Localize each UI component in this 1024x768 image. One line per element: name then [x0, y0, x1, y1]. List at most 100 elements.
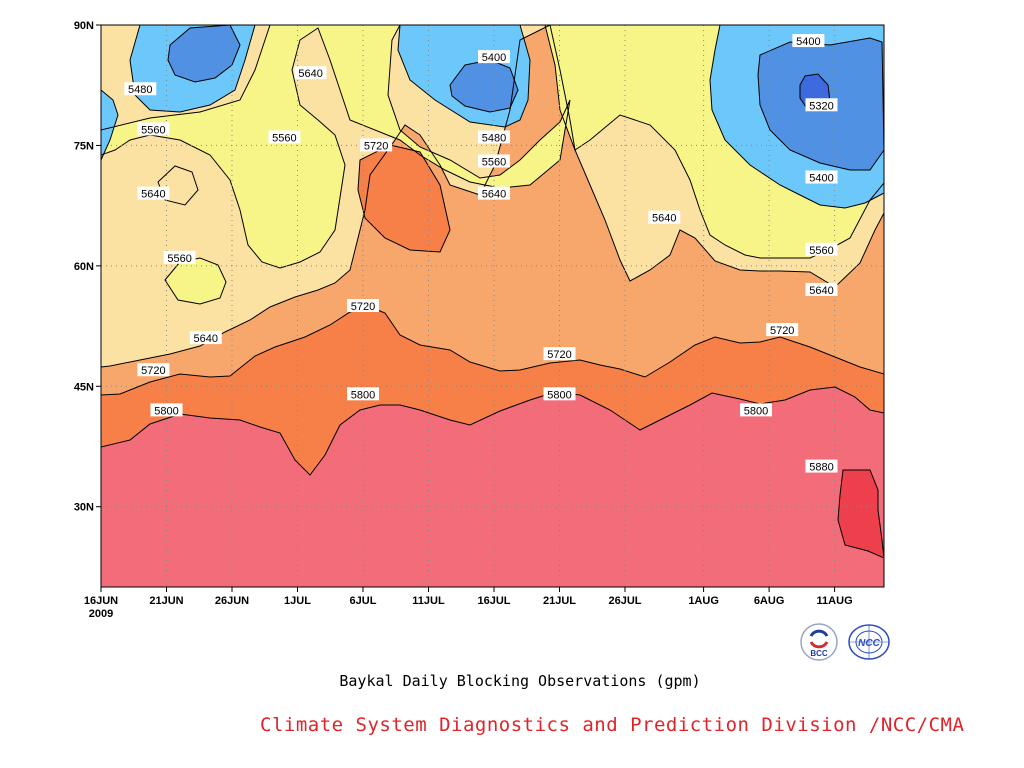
- contour-line: [101, 89, 119, 161]
- contour-label: 5400: [805, 170, 838, 185]
- contour-label: 5640: [478, 186, 510, 201]
- y-tick-label: 60N: [74, 261, 94, 273]
- svg-text:5720: 5720: [141, 365, 165, 377]
- x-tick-label: 11JUL: [412, 595, 445, 607]
- contour-line: [129, 25, 256, 113]
- contour-lines: [101, 25, 884, 559]
- svg-text:5560: 5560: [482, 156, 506, 168]
- contour-label: 5560: [163, 250, 196, 265]
- svg-text:5800: 5800: [351, 389, 375, 401]
- x-tick-label: 21JUN: [149, 595, 183, 607]
- x-tick-label: 26JUL: [608, 595, 641, 607]
- svg-text:5800: 5800: [547, 389, 571, 401]
- axes: 16JUN 21JUN 26JUN 1JUL 6JUL 11JUL 16JUL 21JUL 26…: [74, 20, 853, 620]
- filled-contours: [101, 25, 884, 587]
- svg-text:5560: 5560: [809, 245, 833, 257]
- svg-text:5640: 5640: [809, 285, 833, 297]
- contour-line: [709, 25, 884, 209]
- svg-text:5720: 5720: [351, 301, 375, 313]
- contour-label: 5640: [137, 186, 170, 201]
- contour-label: 5720: [543, 347, 576, 361]
- contour-label: 5800: [543, 387, 576, 401]
- svg-text:5480: 5480: [128, 84, 152, 96]
- contour-label: 5800: [150, 403, 183, 417]
- contour-line: [157, 165, 199, 206]
- x-tick-label: 26JUN: [215, 595, 249, 607]
- credit-line: Climate System Diagnostics and Predictio…: [260, 714, 965, 736]
- y-tick-label: 90N: [74, 20, 94, 32]
- contour-label: 5880: [805, 459, 838, 474]
- svg-text:5400: 5400: [482, 52, 506, 64]
- svg-text:5480: 5480: [482, 132, 506, 144]
- contour-label: 5560: [805, 242, 838, 257]
- contour-label: 5400: [792, 34, 825, 48]
- svg-text:5640: 5640: [652, 213, 676, 225]
- ncc-logo: NCC: [848, 624, 890, 660]
- contour-line: [167, 25, 241, 83]
- svg-text:5400: 5400: [809, 173, 833, 185]
- contour-label: 5560: [478, 154, 510, 168]
- svg-text:5880: 5880: [809, 462, 833, 474]
- svg-text:5400: 5400: [796, 36, 820, 48]
- contour-label: 5720: [347, 299, 379, 313]
- contour-label: 5640: [189, 331, 222, 345]
- contour-label: 5720: [137, 363, 170, 377]
- x-tick-label: 6JUL: [350, 595, 377, 607]
- svg-text:5800: 5800: [744, 405, 768, 417]
- contour-label: 5640: [648, 210, 681, 225]
- svg-text:5560: 5560: [141, 124, 165, 136]
- svg-text:5720: 5720: [770, 325, 794, 337]
- contour-line: [757, 37, 884, 171]
- x-tick-label: 11AUG: [817, 595, 853, 607]
- svg-text:5640: 5640: [298, 68, 322, 80]
- band-5560-pocket: [165, 258, 226, 304]
- contour-label: 5720: [766, 323, 799, 337]
- x-tick-label: 1AUG: [688, 595, 719, 607]
- y-tick-label: 75N: [74, 140, 94, 152]
- band-5480-d: [101, 90, 118, 160]
- contour-line: [101, 25, 884, 269]
- band-5560: [101, 25, 884, 268]
- plot-frame: [100, 24, 885, 588]
- band-5960: [838, 470, 884, 558]
- contour-labels: 5480 5560 5640 5560 5640 5720 5800 5560 5640 5720…: [124, 34, 838, 474]
- contour-label: 5320: [805, 98, 838, 112]
- x-tick-label: 16JUN: [84, 595, 118, 607]
- contour-label: 5800: [347, 387, 379, 401]
- x-tick-label: 1JUL: [284, 595, 311, 607]
- svg-text:5320: 5320: [809, 100, 833, 112]
- contour-label: 5560: [137, 122, 170, 136]
- contour-line: [357, 144, 451, 253]
- svg-text:5720: 5720: [547, 349, 571, 361]
- contour-label: 5480: [124, 82, 157, 96]
- band-5400-b: [168, 25, 240, 82]
- x-tick-label: 21JUL: [543, 595, 576, 607]
- svg-text:5640: 5640: [194, 333, 218, 345]
- x-tick-label: 6AUG: [754, 595, 785, 607]
- svg-text:5560: 5560: [272, 132, 296, 144]
- contour-line: [837, 469, 884, 559]
- contour-label: 5560: [268, 130, 301, 144]
- svg-text:NCC: NCC: [858, 638, 880, 649]
- contour-line: [101, 25, 884, 368]
- svg-text:5640: 5640: [482, 189, 506, 201]
- contour-label: 5800: [740, 403, 772, 417]
- contour-line: [449, 59, 519, 113]
- contour-label: 5640: [294, 66, 327, 80]
- svg-text:5560: 5560: [167, 253, 191, 265]
- band-5800-pocket: [358, 145, 450, 252]
- contour-label: 5400: [478, 50, 510, 64]
- svg-text:5640: 5640: [141, 189, 165, 201]
- svg-text:5720: 5720: [364, 140, 388, 152]
- svg-text:5800: 5800: [154, 405, 178, 417]
- bcc-logo: BCC: [800, 623, 838, 661]
- contour-label: 5480: [478, 130, 510, 144]
- svg-text:BCC: BCC: [810, 649, 828, 658]
- y-tick-label: 45N: [74, 381, 94, 393]
- contour-label: 5640: [805, 282, 838, 297]
- contour-line: [397, 25, 531, 128]
- grid-lines: [101, 25, 884, 587]
- contour-line: [101, 25, 884, 476]
- x-tick-label: 16JUL: [477, 595, 510, 607]
